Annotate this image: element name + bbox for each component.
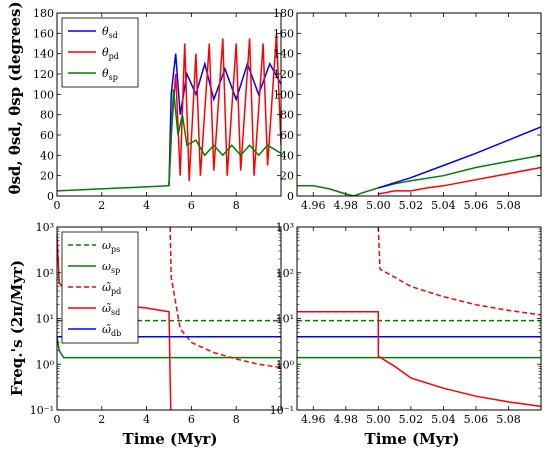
x-tick-label: 5.00 bbox=[366, 413, 391, 426]
x-tick-label: 4.96 bbox=[301, 413, 326, 426]
y-tick-label: 40 bbox=[40, 149, 54, 162]
legend-label: θpd bbox=[102, 46, 119, 61]
y-tick-label: 10⁰ bbox=[36, 358, 55, 371]
legend-label: ω̃pd bbox=[102, 281, 121, 296]
bottom-left-ylabel: Freq.'s (2π/Myr) bbox=[8, 260, 26, 396]
y-tick-label: 100 bbox=[273, 88, 294, 101]
x-tick-label: 6 bbox=[188, 413, 195, 426]
y-tick-label: 10² bbox=[276, 267, 294, 280]
x-tick-label: 4 bbox=[143, 413, 150, 426]
y-tick-label: 160 bbox=[33, 27, 54, 40]
y-tick-label: 10¹ bbox=[276, 313, 294, 326]
legend-label: θsd bbox=[102, 25, 118, 40]
legend-label: ω̃sd bbox=[102, 302, 120, 317]
y-tick-label: 10² bbox=[36, 267, 54, 280]
x-tick-label: 5.02 bbox=[399, 413, 424, 426]
y-tick-label: 10³ bbox=[276, 221, 294, 234]
x-tick-label: 5.06 bbox=[464, 199, 489, 212]
x-tick-label: 5.06 bbox=[464, 413, 489, 426]
x-tick-label: 5.08 bbox=[496, 199, 521, 212]
x-tick-label: 2 bbox=[98, 413, 105, 426]
series-line-omega_sp bbox=[57, 336, 281, 359]
legend-label: ωps bbox=[102, 239, 120, 254]
x-tick-label: 6 bbox=[188, 199, 195, 212]
legend-label: ω̃db bbox=[102, 323, 121, 338]
y-tick-label: 20 bbox=[40, 170, 54, 183]
x-tick-label: 4 bbox=[143, 199, 150, 212]
x-tick-label: 5.00 bbox=[366, 199, 391, 212]
y-tick-label: 10⁻¹ bbox=[30, 404, 54, 417]
panel-bottom-right: 4.96 4.98 5.00 5.02 5.04 5.06 5.08 10⁻¹ 10⁰ 10¹ 10… bbox=[270, 221, 542, 426]
series-line-theta_sd bbox=[168, 53, 281, 186]
bottom-left-xlabel: Time (Myr) bbox=[123, 430, 218, 448]
x-tick-label: 4.96 bbox=[301, 199, 326, 212]
x-tick-label: 5.04 bbox=[431, 413, 456, 426]
y-tick-label: 140 bbox=[33, 48, 54, 61]
y-tick-label: 100 bbox=[33, 88, 54, 101]
series-line-theta_sd_pre bbox=[57, 185, 170, 192]
axes-frame bbox=[296, 12, 542, 197]
x-tick-label: 5.02 bbox=[399, 199, 424, 212]
series-line-theta_sd bbox=[378, 126, 541, 189]
series-line-omega_pd bbox=[169, 227, 281, 369]
y-tick-label: 140 bbox=[273, 48, 294, 61]
series-line-omega_sd bbox=[297, 311, 541, 408]
series-line-omega_pd bbox=[377, 227, 541, 316]
panel-bottom-left: 0 2 4 6 8 10⁻¹ 10⁰ 10¹ 10² 10³ ωps ωsp ω̃pd ω̃sd ω̃db bbox=[30, 221, 282, 426]
y-tick-label: 20 bbox=[280, 170, 294, 183]
series-line-theta_pd bbox=[168, 33, 281, 186]
y-tick-label: 160 bbox=[273, 27, 294, 40]
y-tick-label: 0 bbox=[47, 190, 54, 203]
y-tick-label: 180 bbox=[33, 7, 54, 20]
y-tick-label: 10⁰ bbox=[276, 358, 295, 371]
series-line-theta_sp bbox=[168, 89, 281, 186]
y-tick-label: 60 bbox=[40, 129, 54, 142]
axes-frame bbox=[56, 12, 282, 197]
x-tick-label: 4.98 bbox=[334, 413, 359, 426]
panel-top-right: 4.96 4.98 5.00 5.02 5.04 5.06 5.08 0 20 40 60 80 100… bbox=[273, 7, 542, 212]
y-tick-label: 60 bbox=[280, 129, 294, 142]
x-tick-label: 0 bbox=[54, 413, 61, 426]
x-tick-label: 8 bbox=[233, 413, 240, 426]
y-tick-label: 10⁻¹ bbox=[270, 404, 294, 417]
x-tick-label: 2 bbox=[98, 199, 105, 212]
y-tick-label: 0 bbox=[287, 190, 294, 203]
series-line-theta_pd bbox=[378, 166, 541, 195]
plot-area bbox=[297, 227, 541, 410]
y-tick-label: 40 bbox=[280, 149, 294, 162]
y-tick-label: 120 bbox=[33, 68, 54, 81]
top-left-ylabel: θsd, θsd, θsp (degrees) bbox=[6, 1, 24, 194]
x-tick-label: 0 bbox=[54, 199, 61, 212]
y-tick-label: 80 bbox=[280, 109, 294, 122]
x-tick-label: 5.04 bbox=[431, 199, 456, 212]
plot-area bbox=[297, 13, 541, 196]
y-tick-label: 180 bbox=[273, 7, 294, 20]
x-tick-label: 5.08 bbox=[496, 413, 521, 426]
y-tick-label: 10¹ bbox=[36, 313, 54, 326]
y-tick-label: 120 bbox=[273, 68, 294, 81]
legend-label: θsp bbox=[102, 67, 118, 82]
x-tick-label: 4.98 bbox=[334, 199, 359, 212]
y-tick-label: 10³ bbox=[36, 221, 54, 234]
legend-box bbox=[61, 231, 139, 344]
y-tick-label: 80 bbox=[40, 109, 54, 122]
legend-label: ωsp bbox=[102, 260, 120, 275]
bottom-right-xlabel: Time (Myr) bbox=[365, 430, 460, 448]
x-tick-label: 8 bbox=[233, 199, 240, 212]
